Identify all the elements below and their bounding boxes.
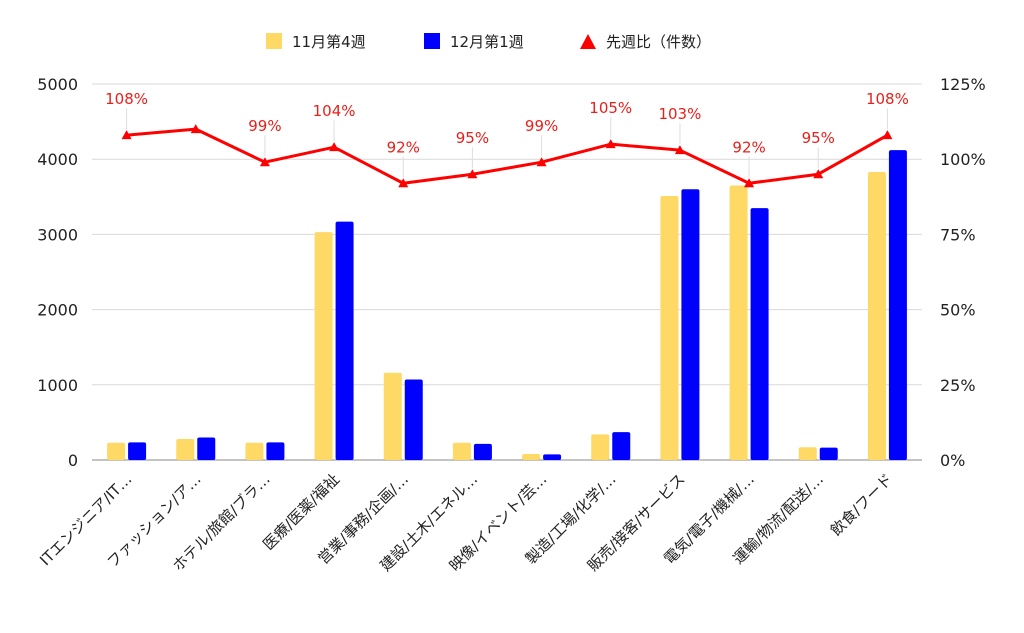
left-axis-ticks: 0 1000 2000 3000 4000 5000 <box>37 75 78 470</box>
bars <box>107 150 907 460</box>
ratio-marker <box>674 145 685 155</box>
right-tick-label: 100% <box>940 150 986 169</box>
bar-nov-w4 <box>867 171 886 460</box>
bar-dec-w1 <box>681 189 700 460</box>
bar-dec-w1 <box>197 437 216 460</box>
ratio-data-label: 95% <box>456 129 489 147</box>
ratio-marker <box>121 130 132 140</box>
bar-dec-w1 <box>750 208 769 460</box>
ratio-line <box>121 124 893 188</box>
ratio-marker <box>190 124 201 134</box>
bar-nov-w4 <box>798 447 817 460</box>
left-tick-label: 1000 <box>37 376 78 395</box>
bar-nov-w4 <box>383 372 402 460</box>
ratio-data-label: 95% <box>802 129 835 147</box>
ratio-marker <box>259 157 270 167</box>
ratio-data-label: 92% <box>732 138 765 156</box>
gridlines <box>92 83 922 461</box>
right-tick-label: 125% <box>940 75 986 94</box>
bar-dec-w1 <box>404 379 423 460</box>
right-tick-label: 75% <box>940 225 976 244</box>
bar-nov-w4 <box>452 442 471 460</box>
left-tick-label: 4000 <box>37 150 78 169</box>
bar-dec-w1 <box>335 221 354 460</box>
ratio-marker <box>813 169 824 179</box>
ratio-labels: 108% 99% 104% 92% 95% 99% 105% 103% 92% 95% 108% <box>105 90 909 178</box>
right-tick-label: 25% <box>940 376 976 395</box>
category-labels: ITエンジニア/IT…ファッション/ア…ホテル/旅館/ブラ…医療/医薬/福祉営業… <box>36 470 896 575</box>
bar-nov-w4 <box>107 442 126 460</box>
ratio-data-label: 108% <box>866 90 909 108</box>
left-tick-label: 0 <box>68 451 78 470</box>
bar-dec-w1 <box>543 454 562 460</box>
ratio-data-label: 104% <box>313 102 356 120</box>
ratio-marker <box>882 130 893 140</box>
ratio-marker <box>398 178 409 188</box>
left-tick-label: 2000 <box>37 301 78 320</box>
ratio-marker <box>605 139 616 149</box>
legend-marker-2 <box>580 34 596 49</box>
left-tick-label: 3000 <box>37 225 78 244</box>
ratio-marker <box>329 142 340 152</box>
ratio-data-label: 99% <box>248 117 281 135</box>
bar-dec-w1 <box>612 432 631 460</box>
bar-nov-w4 <box>245 442 264 460</box>
bar-nov-w4 <box>660 196 679 460</box>
legend-label-0: 11月第4週 <box>292 33 366 51</box>
bar-dec-w1 <box>473 443 492 460</box>
bar-nov-w4 <box>591 434 610 460</box>
right-tick-label: 50% <box>940 301 976 320</box>
bar-dec-w1 <box>819 447 838 460</box>
ratio-data-label: 92% <box>387 138 420 156</box>
bar-nov-w4 <box>729 185 748 460</box>
ratio-data-label: 103% <box>658 105 701 123</box>
ratio-line-path <box>126 127 889 185</box>
ratio-data-label: 99% <box>525 117 558 135</box>
bar-dec-w1 <box>128 442 147 460</box>
legend-swatch-1 <box>424 33 440 49</box>
legend: 11月第4週 12月第1週 先週比（件数） <box>266 33 711 51</box>
legend-swatch-0 <box>266 33 282 49</box>
bar-dec-w1 <box>266 442 285 460</box>
right-tick-label: 0% <box>940 451 965 470</box>
left-tick-label: 5000 <box>37 75 78 94</box>
ratio-marker <box>536 157 547 167</box>
ratio-data-label: 108% <box>105 90 148 108</box>
ratio-marker <box>744 178 755 188</box>
right-axis-ticks: 0% 25% 50% 75% 100% 125% <box>940 75 986 470</box>
bar-dec-w1 <box>888 150 907 460</box>
legend-label-2: 先週比（件数） <box>606 33 711 51</box>
ratio-marker <box>467 169 478 179</box>
bar-nov-w4 <box>314 232 333 460</box>
ratio-data-label: 105% <box>589 99 632 117</box>
bar-nov-w4 <box>522 453 541 460</box>
bar-nov-w4 <box>176 438 195 460</box>
category-label: 飲食/フード <box>827 470 896 539</box>
legend-label-1: 12月第1週 <box>450 33 524 51</box>
